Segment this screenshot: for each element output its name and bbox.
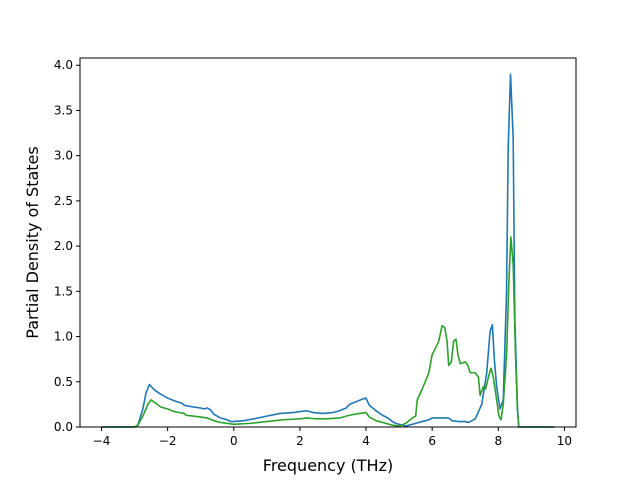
x-tick-label: 2 xyxy=(296,434,304,448)
pdos-series-line-2 xyxy=(101,236,555,428)
x-tick-label: −2 xyxy=(159,434,177,448)
x-tick-label: 0 xyxy=(230,434,238,448)
x-tick-label: 6 xyxy=(428,434,436,448)
series-layer xyxy=(101,73,555,428)
x-axis-ticks: −4 −2 0 2 4 6 8 10 xyxy=(93,427,572,448)
y-tick-label: 4.0 xyxy=(54,58,73,72)
x-tick-label: 4 xyxy=(362,434,370,448)
x-tick-label: 8 xyxy=(494,434,502,448)
x-tick-label: −4 xyxy=(93,434,111,448)
x-axis-label: Frequency (THz) xyxy=(263,456,393,475)
y-tick-label: 0.0 xyxy=(54,420,73,434)
y-tick-label: 0.5 xyxy=(54,375,73,389)
y-axis-ticks: 0.0 0.5 1.0 1.5 2.0 2.5 3.0 3.5 4.0 xyxy=(54,58,80,434)
x-tick-label: 10 xyxy=(557,434,572,448)
y-tick-label: 2.5 xyxy=(54,194,73,208)
y-tick-label: 1.0 xyxy=(54,330,73,344)
y-axis-label: Partial Density of States xyxy=(23,146,42,338)
y-tick-label: 3.5 xyxy=(54,103,73,117)
y-tick-label: 2.0 xyxy=(54,239,73,253)
y-tick-label: 3.0 xyxy=(54,149,73,163)
y-tick-label: 1.5 xyxy=(54,284,73,298)
pdos-series-line-1 xyxy=(101,73,555,428)
plot-frame xyxy=(79,57,577,428)
